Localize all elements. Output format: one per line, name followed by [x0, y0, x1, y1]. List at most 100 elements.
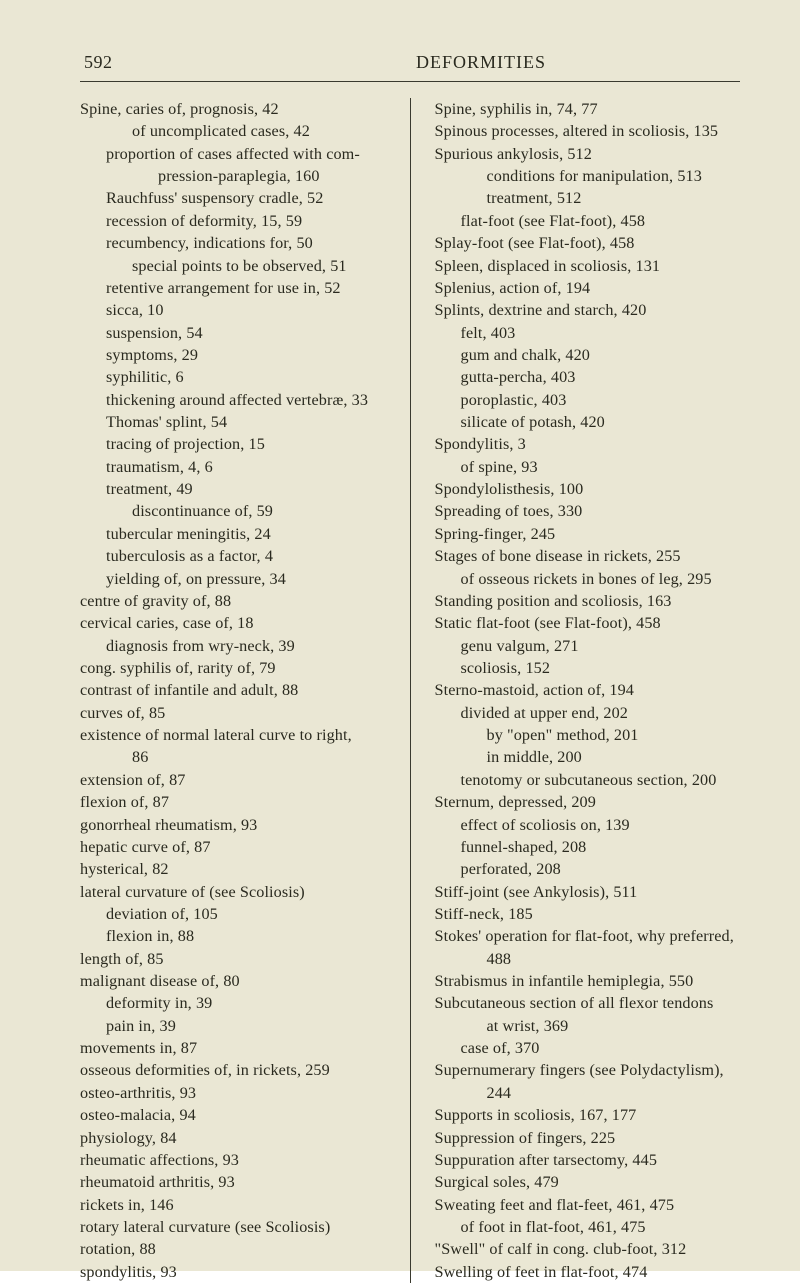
page-number: 592	[84, 52, 113, 73]
index-entry: Sternum, depressed, 209	[435, 791, 741, 813]
index-entry: symptoms, 29	[80, 344, 386, 366]
index-entry: length of, 85	[80, 948, 386, 970]
page-header: 592 DEFORMITIES	[80, 52, 740, 73]
index-entry: gonorrheal rheumatism, 93	[80, 814, 386, 836]
index-entry: cervical caries, case of, 18	[80, 612, 386, 634]
index-entry: treatment, 49	[80, 478, 386, 500]
index-entry: yielding of, on pressure, 34	[80, 568, 386, 590]
index-entry: scoliosis, 152	[435, 657, 741, 679]
index-entry: 86	[80, 746, 386, 768]
index-entry: case of, 370	[435, 1037, 741, 1059]
index-entry: Strabismus in infantile hemiplegia, 550	[435, 970, 741, 992]
index-entry: rotary lateral curvature (see Scoliosis)	[80, 1216, 386, 1238]
index-entry: flat-foot (see Flat-foot), 458	[435, 210, 741, 232]
index-entry: Supernumerary fingers (see Polydactylism…	[435, 1059, 741, 1081]
index-entry: Stokes' operation for flat-foot, why pre…	[435, 925, 741, 947]
index-entry: discontinuance of, 59	[80, 500, 386, 522]
index-entry: divided at upper end, 202	[435, 702, 741, 724]
index-entry: Thomas' splint, 54	[80, 411, 386, 433]
index-entry: diagnosis from wry-neck, 39	[80, 635, 386, 657]
index-entry: tubercular meningitis, 24	[80, 523, 386, 545]
index-entry: tenotomy or subcutaneous section, 200	[435, 769, 741, 791]
index-entry: recumbency, indications for, 50	[80, 232, 386, 254]
index-entry: Spreading of toes, 330	[435, 500, 741, 522]
index-entry: proportion of cases affected with com-	[80, 143, 386, 165]
right-column: Spine, syphilis in, 74, 77Spinous proces…	[435, 98, 741, 1283]
page-title: DEFORMITIES	[416, 52, 546, 73]
index-entry: tracing of projection, 15	[80, 433, 386, 455]
index-entry: of foot in flat-foot, 461, 475	[435, 1216, 741, 1238]
index-entry: pain in, 39	[80, 1015, 386, 1037]
index-entry: of uncomplicated cases, 42	[80, 120, 386, 142]
index-entry: Spine, syphilis in, 74, 77	[435, 98, 741, 120]
index-entry: Surgical soles, 479	[435, 1171, 741, 1193]
index-entry: funnel-shaped, 208	[435, 836, 741, 858]
index-entry: Spine, caries of, prognosis, 42	[80, 98, 386, 120]
index-entry: cong. syphilis of, rarity of, 79	[80, 657, 386, 679]
index-entry: pression-paraplegia, 160	[80, 165, 386, 187]
index-entry: Sweating feet and flat-feet, 461, 475	[435, 1194, 741, 1216]
index-entry: Stages of bone disease in rickets, 255	[435, 545, 741, 567]
index-entry: existence of normal lateral curve to rig…	[80, 724, 386, 746]
index-entry: Spleen, displaced in scoliosis, 131	[435, 255, 741, 277]
index-entry: silicate of potash, 420	[435, 411, 741, 433]
index-entry: osteo-arthritis, 93	[80, 1082, 386, 1104]
index-entry: rickets in, 146	[80, 1194, 386, 1216]
index-entry: in middle, 200	[435, 746, 741, 768]
page: 592 DEFORMITIES Spine, caries of, progno…	[0, 0, 800, 1271]
index-entry: effect of scoliosis on, 139	[435, 814, 741, 836]
index-entry: Spurious ankylosis, 512	[435, 143, 741, 165]
index-entry: at wrist, 369	[435, 1015, 741, 1037]
index-entry: recession of deformity, 15, 59	[80, 210, 386, 232]
index-entry: genu valgum, 271	[435, 635, 741, 657]
index-entry: syphilitic, 6	[80, 366, 386, 388]
index-entry: Supports in scoliosis, 167, 177	[435, 1104, 741, 1126]
index-entry: contrast of infantile and adult, 88	[80, 679, 386, 701]
index-entry: lateral curvature of (see Scoliosis)	[80, 881, 386, 903]
index-entry: osteo-malacia, 94	[80, 1104, 386, 1126]
index-entry: Sterno-mastoid, action of, 194	[435, 679, 741, 701]
index-entry: Spondylitis, 3	[435, 433, 741, 455]
index-entry: sicca, 10	[80, 299, 386, 321]
index-entry: curves of, 85	[80, 702, 386, 724]
index-entry: extension of, 87	[80, 769, 386, 791]
column-divider	[410, 98, 411, 1283]
index-entry: deformity in, 39	[80, 992, 386, 1014]
index-entry: special points to be observed, 51	[80, 255, 386, 277]
index-entry: rotation, 88	[80, 1238, 386, 1260]
index-entry: 488	[435, 948, 741, 970]
index-entry: Spondylolisthesis, 100	[435, 478, 741, 500]
index-entry: Rauchfuss' suspensory cradle, 52	[80, 187, 386, 209]
index-entry: osseous deformities of, in rickets, 259	[80, 1059, 386, 1081]
index-entry: by "open" method, 201	[435, 724, 741, 746]
index-entry: traumatism, 4, 6	[80, 456, 386, 478]
index-entry: malignant disease of, 80	[80, 970, 386, 992]
index-entry: physiology, 84	[80, 1127, 386, 1149]
index-entry: of osseous rickets in bones of leg, 295	[435, 568, 741, 590]
index-entry: treatment, 512	[435, 187, 741, 209]
index-entry: centre of gravity of, 88	[80, 590, 386, 612]
index-entry: suspension, 54	[80, 322, 386, 344]
index-entry: perforated, 208	[435, 858, 741, 880]
index-entry: deviation of, 105	[80, 903, 386, 925]
index-entry: Splay-foot (see Flat-foot), 458	[435, 232, 741, 254]
index-entry: poroplastic, 403	[435, 389, 741, 411]
index-entry: Splenius, action of, 194	[435, 277, 741, 299]
index-entry: movements in, 87	[80, 1037, 386, 1059]
index-entry: flexion of, 87	[80, 791, 386, 813]
index-entry: Spring-finger, 245	[435, 523, 741, 545]
index-entry: flexion in, 88	[80, 925, 386, 947]
index-entry: Stiff-joint (see Ankylosis), 511	[435, 881, 741, 903]
index-entry: rheumatoid arthritis, 93	[80, 1171, 386, 1193]
index-entry: gum and chalk, 420	[435, 344, 741, 366]
left-column: Spine, caries of, prognosis, 42of uncomp…	[80, 98, 386, 1283]
index-entry: gutta-percha, 403	[435, 366, 741, 388]
index-entry: hepatic curve of, 87	[80, 836, 386, 858]
index-entry: Subcutaneous section of all flexor tendo…	[435, 992, 741, 1014]
index-entry: Stiff-neck, 185	[435, 903, 741, 925]
index-entry: retentive arrangement for use in, 52	[80, 277, 386, 299]
index-entry: Standing position and scoliosis, 163	[435, 590, 741, 612]
index-entry: "Swell" of calf in cong. club-foot, 312	[435, 1238, 741, 1260]
index-columns: Spine, caries of, prognosis, 42of uncomp…	[80, 98, 740, 1283]
index-entry: Splints, dextrine and starch, 420	[435, 299, 741, 321]
